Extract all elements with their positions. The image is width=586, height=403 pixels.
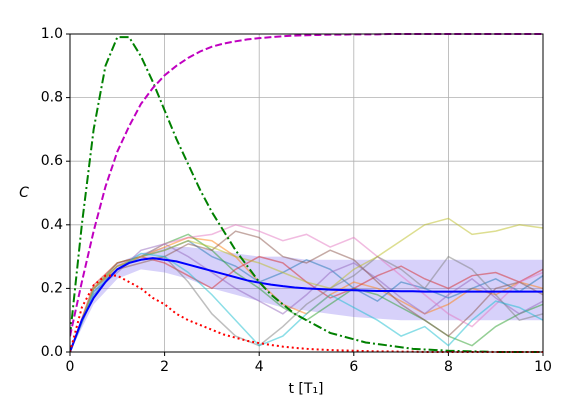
y-tick-label: 0.2	[41, 280, 63, 296]
y-tick-label: 0.4	[41, 217, 63, 233]
x-axis-label: t [T₁]	[288, 381, 323, 397]
y-tick-label: 0.8	[41, 90, 63, 106]
line	[70, 257, 543, 353]
y-tick-label: 0.0	[41, 344, 63, 360]
y-tick-label: 1.0	[41, 26, 63, 42]
line	[70, 224, 543, 353]
x-tick-label: 8	[444, 359, 453, 375]
x-tick-label: 0	[66, 359, 75, 375]
line	[70, 36, 543, 353]
line	[70, 252, 543, 353]
x-tick-label: 2	[160, 359, 169, 375]
y-axis-label: C	[19, 185, 29, 201]
line	[70, 243, 543, 353]
x-tick-label: 4	[255, 359, 264, 375]
y-tick-label: 0.6	[41, 153, 63, 169]
line	[70, 33, 543, 337]
line	[70, 230, 543, 353]
line	[70, 274, 543, 353]
x-tick-label: 10	[534, 359, 552, 375]
plot-frame	[69, 33, 544, 353]
x-tick-label: 6	[349, 359, 358, 375]
